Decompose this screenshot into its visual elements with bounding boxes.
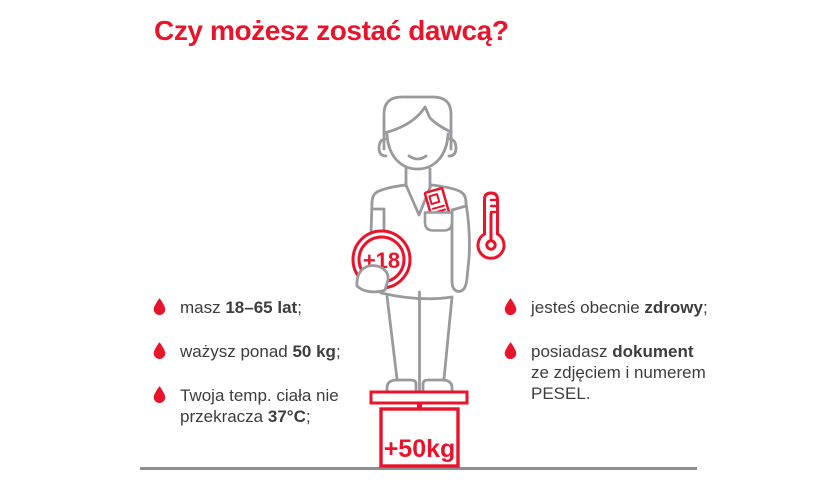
blood-drop-icon [153,386,166,403]
requirement-item: posiadasz dokument ze zdjęciem i numerem… [504,341,729,404]
smile [407,154,428,161]
weight-box-label: +50kg [384,435,456,463]
requirement-text: jesteś obecnie zdrowy; [531,298,708,317]
blood-drop-icon [153,342,166,359]
hair [382,95,453,151]
hand [355,264,390,294]
requirement-item: ważysz ponad 50 kg; [153,341,378,362]
requirement-text: posiadasz dokument ze zdjęciem i numerem… [531,342,706,403]
pocket [423,211,454,232]
right-sleeve-hem [450,204,468,212]
requirement-text: masz 18–65 lat; [180,298,302,317]
requirement-item: Twoja temp. ciała nie przekracza 37°C; [153,385,378,427]
right-shoe [421,378,454,394]
requirement-text: Twoja temp. ciała nie przekracza 37°C; [180,386,339,426]
right-arm [450,201,471,293]
left-shoe [385,378,418,394]
shirt-hem [379,291,454,301]
right-ear [447,137,458,158]
blood-drop-icon [504,342,517,359]
requirement-item: jesteś obecnie zdrowy; [504,297,729,318]
left-leg [385,294,399,381]
requirement-text: ważysz ponad 50 kg; [180,342,341,361]
thermometer-icon [476,191,506,260]
right-leg [442,295,454,381]
blood-drop-icon [504,298,517,315]
neck [404,167,432,188]
requirement-item: masz 18–65 lat; [153,297,378,318]
face [385,132,450,171]
left-shoulder [370,183,407,205]
blood-drop-icon [153,298,166,315]
left-ear [377,137,388,158]
requirements-list-left: masz 18–65 lat; ważysz ponad 50 kg; Twoj… [153,297,378,450]
page-title: Czy możesz zostać dawcą? [154,15,509,46]
weight-scale: +50kg [369,390,469,468]
right-shoulder [430,183,468,205]
requirements-list-right: jesteś obecnie zdrowy; posiadasz dokumen… [504,297,729,427]
hair-fringe [382,105,453,135]
